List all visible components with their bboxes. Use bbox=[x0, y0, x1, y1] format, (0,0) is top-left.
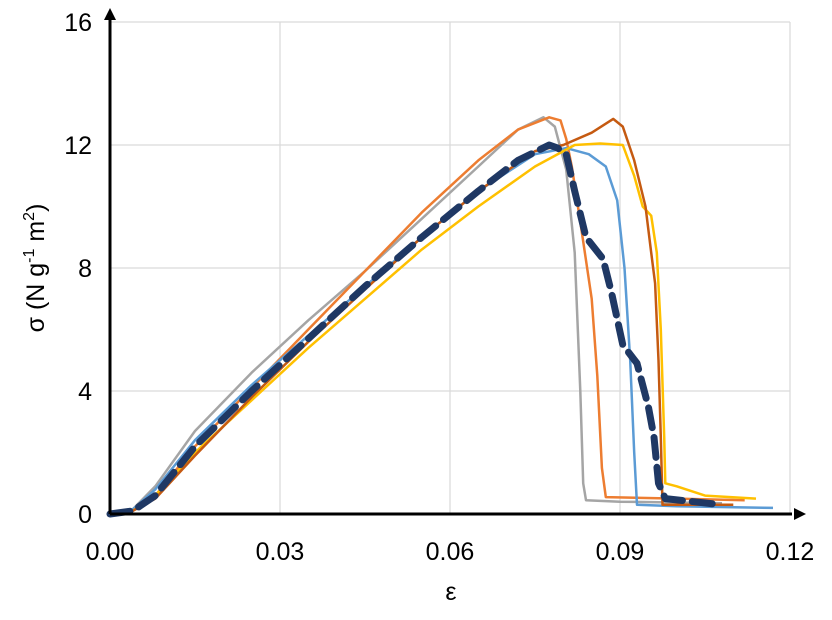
y-tick-label: 8 bbox=[78, 255, 92, 283]
x-tick-label: 0.09 bbox=[596, 538, 645, 566]
series-line-5 bbox=[109, 117, 734, 516]
axes bbox=[104, 8, 806, 520]
x-axis-arrowhead bbox=[794, 508, 806, 520]
series-line-3 bbox=[109, 146, 774, 516]
y-axis-title-sup1: -1 bbox=[21, 248, 38, 262]
y-tick-label: 4 bbox=[78, 378, 92, 406]
y-axis-title-prefix: σ (N g bbox=[22, 263, 50, 333]
series-line-2 bbox=[109, 116, 745, 516]
y-axis-title-sup2: 2 bbox=[21, 212, 38, 221]
x-tick-label: 0.12 bbox=[766, 538, 815, 566]
x-tick-label: 0.00 bbox=[86, 538, 135, 566]
y-axis-title-suffix: ) bbox=[22, 204, 50, 212]
y-axis-arrowhead bbox=[104, 8, 116, 20]
y-tick-label: 12 bbox=[64, 132, 92, 160]
y-axis-title-mid: m bbox=[22, 221, 50, 249]
y-tick-label: 16 bbox=[64, 9, 92, 37]
y-axis-title: σ (N g-1 m2) bbox=[21, 204, 50, 333]
series-layer bbox=[106, 116, 774, 518]
tick-labels: 0.00 0.03 0.06 0.09 0.12 0 4 8 12 16 bbox=[64, 9, 814, 566]
x-tick-label: 0.06 bbox=[426, 538, 475, 566]
grid bbox=[110, 21, 791, 514]
x-axis-title: ε bbox=[445, 578, 456, 606]
y-tick-label: 0 bbox=[78, 501, 92, 529]
series-line-1 bbox=[109, 116, 723, 516]
x-tick-label: 0.03 bbox=[256, 538, 305, 566]
series-line-6 bbox=[106, 141, 726, 518]
